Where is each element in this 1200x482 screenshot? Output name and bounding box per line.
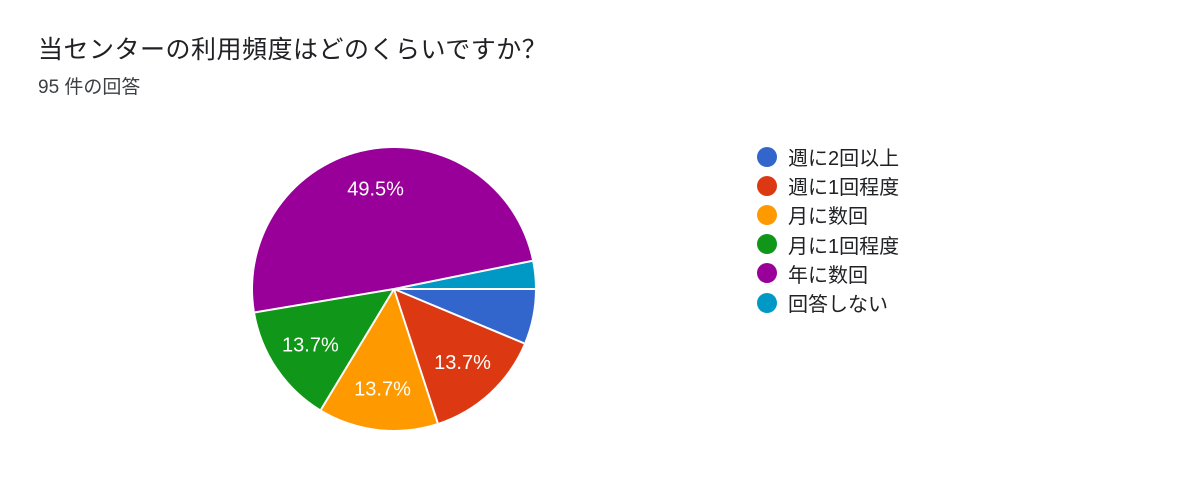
pie-slice-1[interactable] bbox=[394, 289, 525, 424]
pie-slice-2[interactable] bbox=[320, 289, 438, 430]
legend-item-2: 月に数回 bbox=[757, 200, 899, 229]
slice-separator-2 bbox=[393, 288, 439, 424]
legend-item-label: 年に数回 bbox=[788, 264, 868, 287]
slice-percent-label-3: 13.7% bbox=[282, 335, 339, 357]
legend-item-label: 週に2回以上 bbox=[788, 148, 900, 171]
legend-color-dot-icon bbox=[757, 292, 777, 313]
legend-item-5: 回答しない bbox=[757, 288, 899, 317]
legend-item-0: 週に2回以上 bbox=[757, 142, 899, 171]
slice-percent-label-1: 13.7% bbox=[434, 352, 491, 374]
legend-color-dot-icon bbox=[757, 263, 777, 284]
legend-item-1: 週に1回程度 bbox=[757, 171, 899, 200]
question-title: 当センターの利用頻度はどのくらいですか？ bbox=[38, 36, 548, 64]
legend: 週に2回以上 週に1回程度 月に数回月に1回程度 年に数回回答しない bbox=[757, 142, 899, 317]
legend-color-dot-icon bbox=[757, 234, 777, 255]
slice-separator-5 bbox=[393, 259, 533, 290]
pie-slice-4[interactable] bbox=[252, 147, 533, 313]
slice-separator-4 bbox=[254, 288, 395, 314]
pie-slice-0[interactable] bbox=[394, 289, 535, 344]
legend-color-dot-icon bbox=[757, 146, 777, 167]
legend-item-label: 月に1回程度 bbox=[788, 235, 900, 258]
legend-color-dot-icon bbox=[757, 175, 777, 196]
legend-item-label: 回答しない bbox=[788, 294, 888, 317]
slice-percent-label-2: 13.7% bbox=[354, 378, 411, 400]
pie-chart[interactable]: 13.7% 13.7% 13.7% 49.5% bbox=[244, 139, 544, 439]
slice-separator-1 bbox=[393, 288, 525, 345]
slice-percent-label-4: 49.5% bbox=[347, 179, 404, 201]
legend-color-dot-icon bbox=[757, 204, 777, 225]
legend-item-label: 週に1回程度 bbox=[788, 177, 900, 200]
slice-separator-3 bbox=[320, 288, 395, 411]
responses-count: 95 件の回答 bbox=[38, 77, 141, 98]
legend-item-4: 年に数回 bbox=[757, 259, 899, 288]
legend-item-label: 月に数回 bbox=[788, 206, 868, 229]
legend-item-3: 月に1回程度 bbox=[757, 230, 899, 259]
pie-slice-3[interactable] bbox=[254, 289, 394, 410]
